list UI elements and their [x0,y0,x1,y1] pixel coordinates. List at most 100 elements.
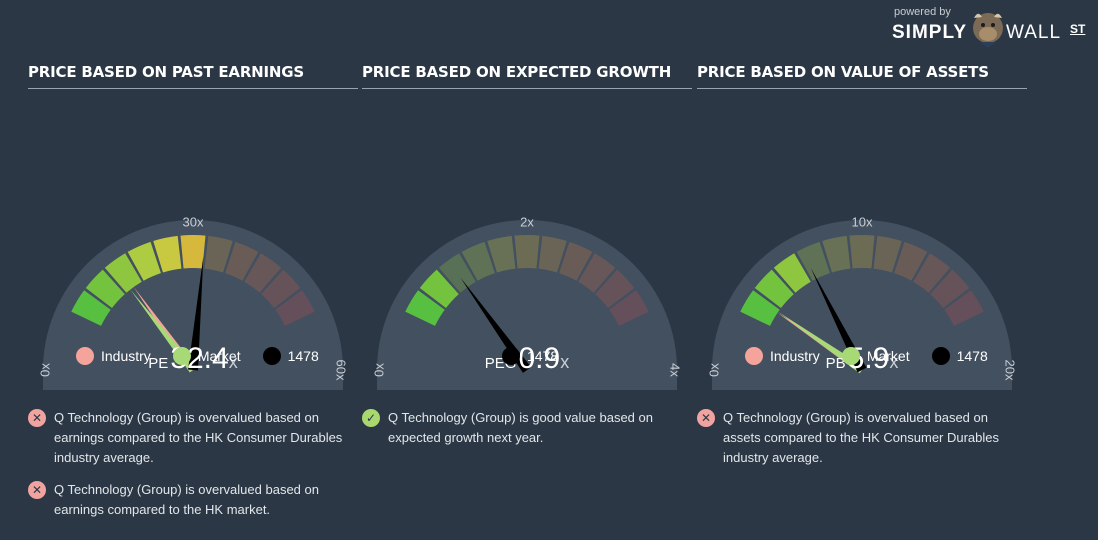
gauge-body [377,220,677,390]
gauge-segment [204,235,233,273]
brand-name-suffix: ST [1070,22,1086,36]
brand-powered-by: powered by [894,6,951,18]
gauge-segment [104,253,142,293]
note-text: Q Technology (Group) is overvalued based… [723,410,1000,465]
legend-label: Market [197,348,241,364]
valuation-notes: ✕ Q Technology (Group) is overvalued base… [697,408,1027,480]
gauge-segment [578,253,616,293]
gauge-segment [487,235,516,273]
legend-dot-icon [502,347,520,365]
gauge-segment [822,235,851,273]
company-needle [810,268,867,373]
panel-value-of-assets: PRICE BASED ON VALUE OF ASSETS 0x 10x 20x P… [697,58,1027,528]
gauge-segment [894,241,928,281]
panel-past-earnings: PRICE BASED ON PAST EARNINGS 0x 30x 60x PE3… [28,58,358,528]
x-circle-icon: ✕ [28,409,46,427]
gauge-segment [419,269,459,309]
gauge-max-label: 4x [668,363,683,377]
legend-label: 1478 [287,348,319,364]
legend-dot-icon [76,347,94,365]
gauge-min-label: 0x [706,363,721,377]
gauge-legend: 1478 [502,346,580,366]
valuation-notes: ✓ Q Technology (Group) is good value base… [362,408,692,460]
gauge-segment [559,241,593,281]
gauge-segment [405,290,445,326]
legend-label: Market [866,348,910,364]
gauge-segment [225,241,259,281]
gauge-segment [754,269,794,309]
panel-title: PRICE BASED ON PAST EARNINGS [28,58,358,89]
gauge-segment [461,241,495,281]
legend-item-market: Market [172,347,241,365]
panel-title: PRICE BASED ON EXPECTED GROWTH [362,58,692,89]
gauge-segment [71,290,111,326]
panel-title: PRICE BASED ON VALUE OF ASSETS [697,58,1027,89]
note-text: Q Technology (Group) is overvalued based… [54,410,343,465]
gauge-mid-label: 30x [183,214,204,229]
legend-item-industry: Industry [745,347,820,365]
metric-label: PB [826,355,846,372]
legend-label: 1478 [956,348,988,364]
gauge-segment [930,269,970,309]
gauge-segment [275,290,315,326]
gauge-legend: Industry Market 1478 [76,346,341,366]
legend-label: Industry [101,348,151,364]
simply-wall-st-logo: powered by SIMPLY WALL ST [888,6,1093,48]
metric-unit: x [560,352,569,372]
gauge-segment [538,235,567,273]
gauge-segment [153,235,182,273]
legend-item-1478: 1478 [502,347,558,365]
gauge-segment [595,269,635,309]
legend-item-1478: 1478 [931,347,988,365]
gauge-mid-label: 2x [520,214,534,229]
gauge-segment [244,253,282,293]
gauge-segment [944,290,984,326]
valuation-note: ✕ Q Technology (Group) is overvalued base… [28,408,358,468]
metric-unit: x [229,352,238,372]
metric-value: 0.9 [518,342,560,375]
legend-label: Industry [770,348,820,364]
brand-name-left: SIMPLY [892,22,967,43]
note-text: Q Technology (Group) is overvalued based… [54,482,319,517]
brand-name-right: WALL [1006,22,1062,43]
gauge-segment [514,235,540,269]
gauge-segment [261,269,301,309]
gauge-segment [740,290,780,326]
legend-dot-icon [841,347,860,365]
gauge-segment [85,269,125,309]
gauge-segment [849,235,875,269]
company-needle [188,256,204,371]
legend-dot-icon [745,347,763,365]
gauge-min-label: 0x [371,363,386,377]
legend-item-market: Market [841,347,910,365]
gauge-segment [913,253,951,293]
valuation-note: ✕ Q Technology (Group) is overvalued base… [697,408,1027,468]
valuation-note: ✓ Q Technology (Group) is good value base… [362,408,692,448]
gauge-segment [180,235,206,269]
legend-dot-icon [931,347,950,365]
gauge-segment [796,241,830,281]
legend-item-1478: 1478 [262,347,319,365]
legend-item-industry: Industry [76,347,151,365]
bull-mascot-icon [973,13,1003,48]
gauge-segment [438,253,476,293]
x-circle-icon: ✕ [28,481,46,499]
valuation-note: ✕ Q Technology (Group) is overvalued base… [28,480,358,520]
gauge-max-label: 60x [334,360,349,381]
gauge-legend: Industry Market 1478 [745,346,1010,366]
gauge-min-label: 0x [37,363,52,377]
gauge-max-label: 20x [1003,360,1018,381]
gauge-segment [609,290,649,326]
x-circle-icon: ✕ [697,409,715,427]
gauge-segment [127,241,161,281]
metric-unit: x [889,352,898,372]
legend-dot-icon [172,347,191,365]
legend-dot-icon [262,347,281,365]
panel-expected-growth: PRICE BASED ON EXPECTED GROWTH 0x 2x 4x PEG… [362,58,692,528]
gauge-mid-label: 10x [852,214,873,229]
valuation-notes: ✕ Q Technology (Group) is overvalued base… [28,408,358,532]
legend-label: 1478 [527,348,559,364]
gauge-segment [773,253,811,293]
gauge-segment [873,235,902,273]
